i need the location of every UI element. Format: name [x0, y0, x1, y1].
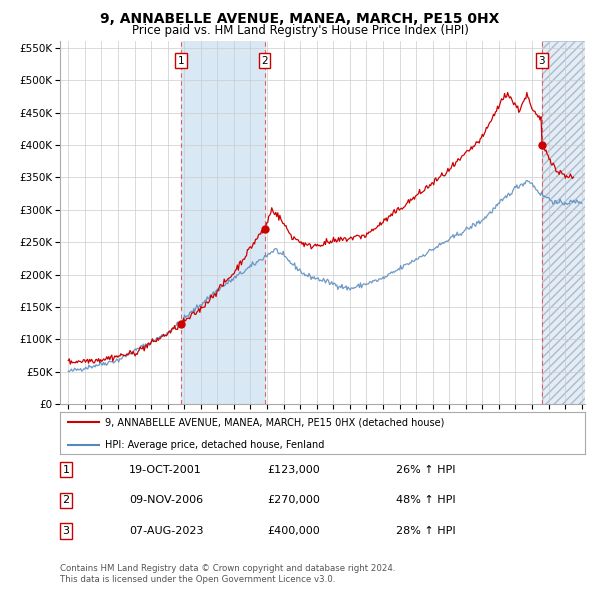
- Text: 28% ↑ HPI: 28% ↑ HPI: [396, 526, 455, 536]
- Text: 48% ↑ HPI: 48% ↑ HPI: [396, 496, 455, 505]
- Text: 2: 2: [261, 56, 268, 66]
- Text: 1: 1: [62, 465, 70, 474]
- Text: 9, ANNABELLE AVENUE, MANEA, MARCH, PE15 0HX (detached house): 9, ANNABELLE AVENUE, MANEA, MARCH, PE15 …: [104, 418, 444, 427]
- Text: £123,000: £123,000: [267, 465, 320, 474]
- Text: This data is licensed under the Open Government Licence v3.0.: This data is licensed under the Open Gov…: [60, 575, 335, 584]
- Text: Price paid vs. HM Land Registry's House Price Index (HPI): Price paid vs. HM Land Registry's House …: [131, 24, 469, 37]
- Text: 3: 3: [539, 56, 545, 66]
- Text: 09-NOV-2006: 09-NOV-2006: [129, 496, 203, 505]
- Text: 26% ↑ HPI: 26% ↑ HPI: [396, 465, 455, 474]
- Text: 07-AUG-2023: 07-AUG-2023: [129, 526, 203, 536]
- Text: 1: 1: [178, 56, 184, 66]
- Text: 9, ANNABELLE AVENUE, MANEA, MARCH, PE15 0HX: 9, ANNABELLE AVENUE, MANEA, MARCH, PE15 …: [100, 12, 500, 26]
- Text: 3: 3: [62, 526, 70, 536]
- Bar: [181, 41, 265, 404]
- Text: 19-OCT-2001: 19-OCT-2001: [129, 465, 202, 474]
- Text: £400,000: £400,000: [267, 526, 320, 536]
- Text: 2: 2: [62, 496, 70, 505]
- Text: £270,000: £270,000: [267, 496, 320, 505]
- Text: HPI: Average price, detached house, Fenland: HPI: Average price, detached house, Fenl…: [104, 440, 324, 450]
- Text: Contains HM Land Registry data © Crown copyright and database right 2024.: Contains HM Land Registry data © Crown c…: [60, 565, 395, 573]
- Bar: [542, 41, 585, 404]
- Bar: [542, 41, 585, 404]
